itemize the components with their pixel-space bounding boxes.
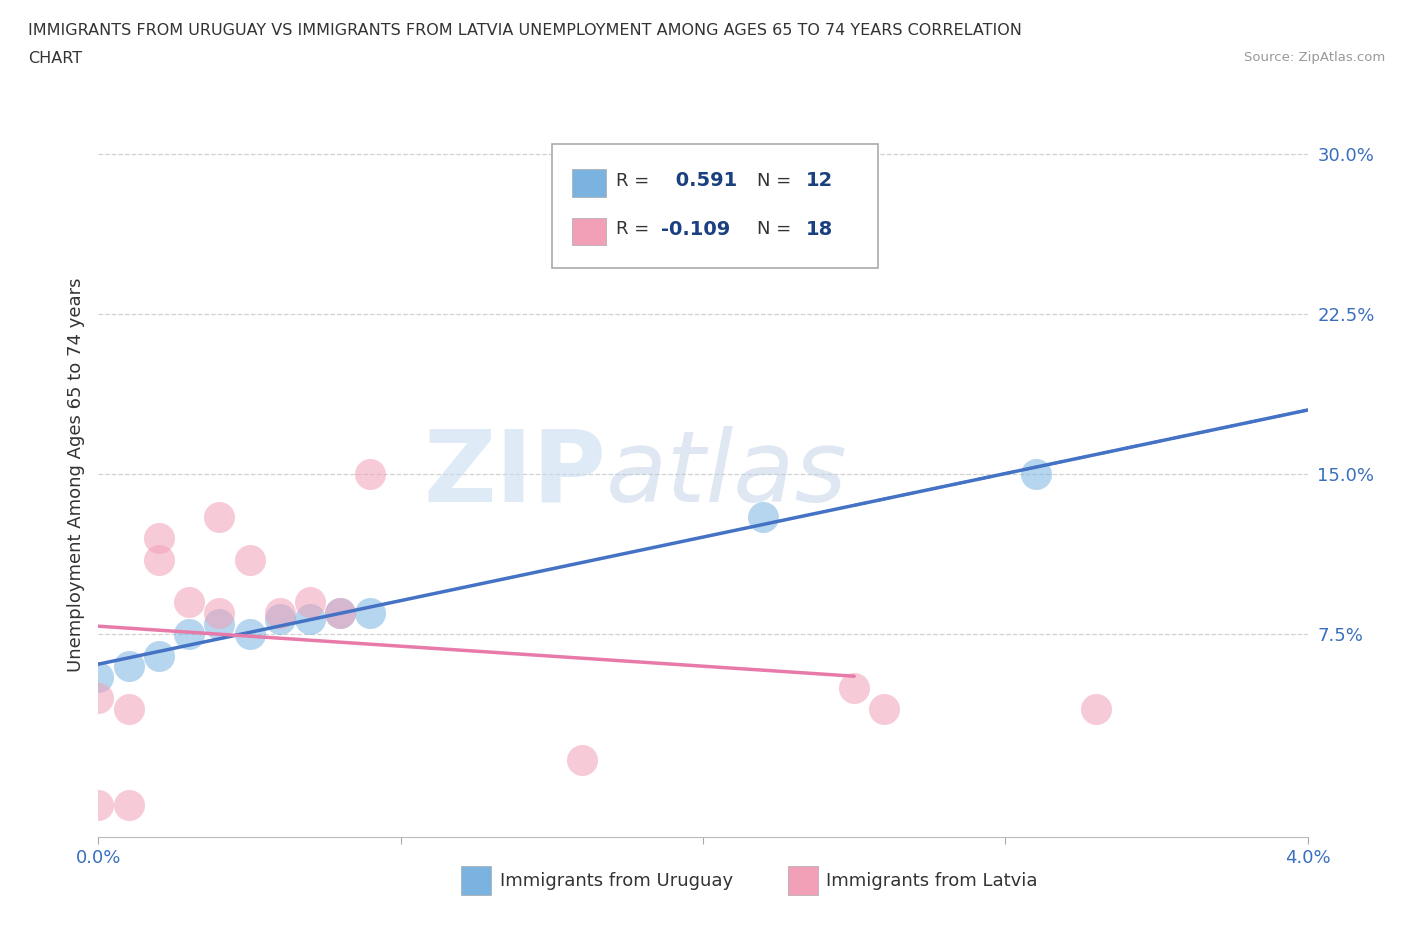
Point	[329, 605, 352, 620]
Point	[269, 612, 291, 627]
Point	[299, 595, 322, 610]
Point	[208, 617, 231, 631]
Point	[87, 670, 110, 684]
Text: N =: N =	[758, 171, 792, 190]
Point	[269, 605, 291, 620]
Text: Immigrants from Uruguay: Immigrants from Uruguay	[501, 871, 733, 889]
Text: 12: 12	[806, 171, 832, 190]
Point	[179, 627, 201, 642]
Point	[360, 605, 382, 620]
Text: R =: R =	[616, 220, 650, 238]
Text: Source: ZipAtlas.com: Source: ZipAtlas.com	[1244, 51, 1385, 64]
Point	[118, 798, 141, 813]
Point	[844, 680, 866, 695]
Point	[239, 552, 262, 567]
Point	[87, 798, 110, 813]
Text: IMMIGRANTS FROM URUGUAY VS IMMIGRANTS FROM LATVIA UNEMPLOYMENT AMONG AGES 65 TO : IMMIGRANTS FROM URUGUAY VS IMMIGRANTS FR…	[28, 23, 1022, 38]
Point	[299, 612, 322, 627]
FancyBboxPatch shape	[572, 218, 606, 246]
Point	[208, 605, 231, 620]
Text: atlas: atlas	[606, 426, 848, 523]
Y-axis label: Unemployment Among Ages 65 to 74 years: Unemployment Among Ages 65 to 74 years	[66, 277, 84, 671]
Point	[179, 595, 201, 610]
Text: N =: N =	[758, 220, 792, 238]
Point	[148, 531, 170, 546]
Point	[1025, 467, 1047, 482]
Text: CHART: CHART	[28, 51, 82, 66]
FancyBboxPatch shape	[461, 866, 492, 895]
Text: 18: 18	[806, 219, 832, 239]
FancyBboxPatch shape	[551, 144, 879, 268]
Text: ZIP: ZIP	[423, 426, 606, 523]
Point	[571, 752, 593, 767]
Point	[148, 648, 170, 663]
Point	[118, 658, 141, 673]
Text: Immigrants from Latvia: Immigrants from Latvia	[827, 871, 1038, 889]
Point	[1085, 701, 1108, 716]
Point	[208, 510, 231, 525]
Point	[360, 467, 382, 482]
FancyBboxPatch shape	[572, 169, 606, 197]
Point	[87, 691, 110, 706]
Point	[873, 701, 896, 716]
Point	[148, 552, 170, 567]
Text: R =: R =	[616, 171, 650, 190]
Text: 0.591: 0.591	[669, 171, 737, 190]
FancyBboxPatch shape	[787, 866, 818, 895]
Point	[118, 701, 141, 716]
Point	[752, 510, 775, 525]
Text: -0.109: -0.109	[661, 219, 730, 239]
Point	[329, 605, 352, 620]
Point	[239, 627, 262, 642]
